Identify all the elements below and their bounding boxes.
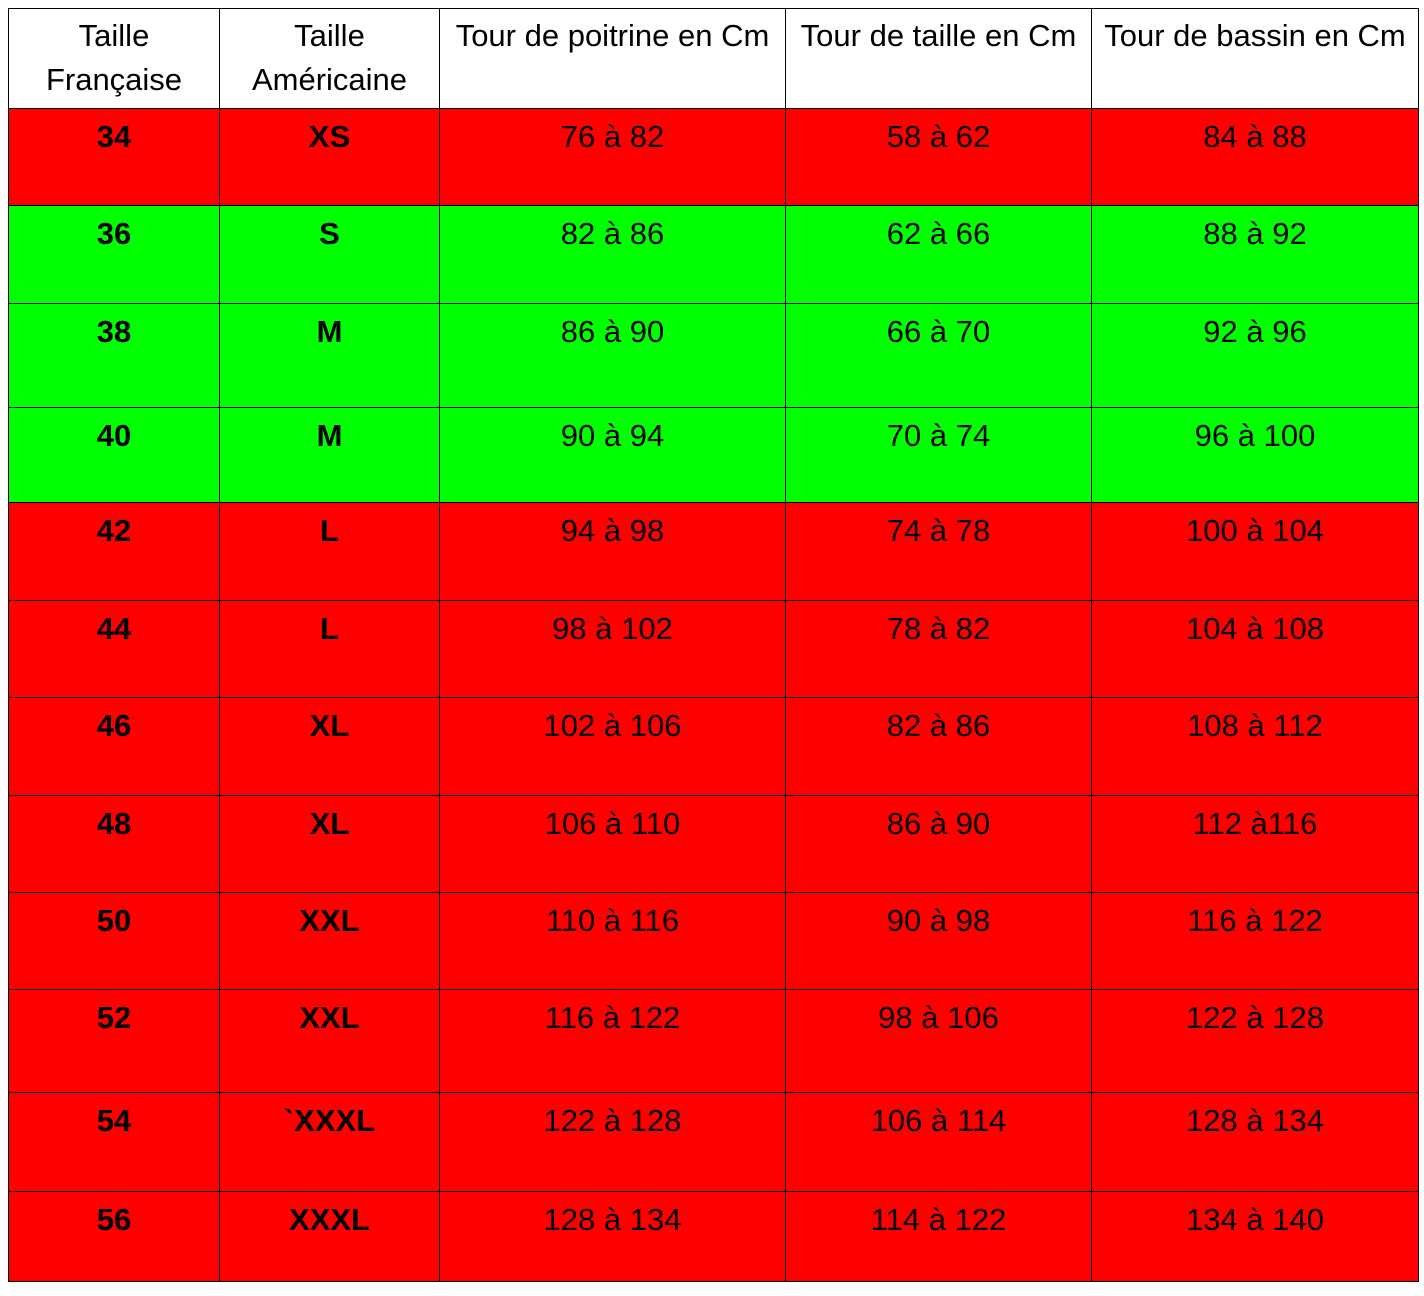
size-row: 40 M 90 à 94 70 à 74 96 à 100 [8,407,1419,503]
size-cell: 106 à 114 [785,1092,1092,1192]
header-cell: Taille Américaine [219,8,440,109]
size-cell: 84 à 88 [1091,108,1419,206]
size-row: 34 XS 76 à 82 58 à 62 84 à 88 [8,108,1419,206]
size-cell: 48 [8,795,220,893]
size-cell: 38 [8,303,220,408]
size-cell: 58 à 62 [785,108,1092,206]
header-cell: Taille Française [8,8,220,109]
size-cell: 134 à 140 [1091,1191,1419,1282]
size-cell: 108 à 112 [1091,697,1419,796]
size-cell: 62 à 66 [785,205,1092,304]
size-cell: 102 à 106 [439,697,786,796]
size-cell: XL [219,795,440,893]
size-cell: 88 à 92 [1091,205,1419,304]
header-cell: Tour de poitrine en Cm [439,8,786,109]
size-cell: 86 à 90 [439,303,786,408]
size-cell: 44 [8,600,220,698]
size-cell: 100 à 104 [1091,502,1419,601]
size-row: 52 XXL 116 à 122 98 à 106 122 à 128 [8,989,1419,1093]
size-cell: S [219,205,440,304]
size-cell: `XXXL [219,1092,440,1192]
size-cell: 82 à 86 [785,697,1092,796]
size-cell: 54 [8,1092,220,1192]
size-cell: 98 à 106 [785,989,1092,1093]
size-row: 48 XL 106 à 110 86 à 90 112 à116 [8,795,1419,893]
size-cell: 46 [8,697,220,796]
size-cell: 110 à 116 [439,892,786,990]
size-cell: 92 à 96 [1091,303,1419,408]
size-cell: 50 [8,892,220,990]
size-cell: 96 à 100 [1091,407,1419,503]
size-row: 42 L 94 à 98 74 à 78 100 à 104 [8,502,1419,601]
size-cell: 128 à 134 [439,1191,786,1282]
size-cell: 56 [8,1191,220,1282]
size-row: 44 L 98 à 102 78 à 82 104 à 108 [8,600,1419,698]
size-cell: 116 à 122 [439,989,786,1093]
size-cell: 36 [8,205,220,304]
size-cell: 128 à 134 [1091,1092,1419,1192]
size-row: 38 M 86 à 90 66 à 70 92 à 96 [8,303,1419,408]
size-cell: 94 à 98 [439,502,786,601]
size-cell: 106 à 110 [439,795,786,893]
size-cell: 112 à116 [1091,795,1419,893]
size-cell: 122 à 128 [439,1092,786,1192]
size-cell: 66 à 70 [785,303,1092,408]
size-cell: 74 à 78 [785,502,1092,601]
size-cell: M [219,407,440,503]
size-row: 36 S 82 à 86 62 à 66 88 à 92 [8,205,1419,304]
size-cell: 104 à 108 [1091,600,1419,698]
size-cell: L [219,600,440,698]
size-table-container: Taille Française Taille Américaine Tour de… [8,8,1419,1282]
size-cell: 76 à 82 [439,108,786,206]
size-cell: 98 à 102 [439,600,786,698]
size-cell: XL [219,697,440,796]
size-row: 46 XL 102 à 106 82 à 86 108 à 112 [8,697,1419,796]
size-cell: 78 à 82 [785,600,1092,698]
size-cell: 42 [8,502,220,601]
size-cell: 90 à 94 [439,407,786,503]
size-cell: 82 à 86 [439,205,786,304]
size-cell: XXXL [219,1191,440,1282]
size-cell: XXL [219,989,440,1093]
header-cell: Tour de bassin en Cm [1091,8,1419,109]
size-cell: 122 à 128 [1091,989,1419,1093]
size-cell: 40 [8,407,220,503]
size-cell: 52 [8,989,220,1093]
size-cell: 114 à 122 [785,1191,1092,1282]
size-cell: 34 [8,108,220,206]
size-cell: L [219,502,440,601]
header-row: Taille Française Taille Américaine Tour de… [8,8,1419,109]
size-row: 50 XXL 110 à 116 90 à 98 116 à 122 [8,892,1419,990]
size-table: Taille Française Taille Américaine Tour de… [8,8,1419,1282]
size-cell: XS [219,108,440,206]
size-row: 54 `XXXL 122 à 128 106 à 114 128 à 134 [8,1092,1419,1192]
header-cell: Tour de taille en Cm [785,8,1092,109]
size-row: 56 XXXL 128 à 134 114 à 122 134 à 140 [8,1191,1419,1282]
size-cell: M [219,303,440,408]
size-cell: 86 à 90 [785,795,1092,893]
size-cell: 90 à 98 [785,892,1092,990]
size-cell: XXL [219,892,440,990]
size-cell: 116 à 122 [1091,892,1419,990]
size-cell: 70 à 74 [785,407,1092,503]
